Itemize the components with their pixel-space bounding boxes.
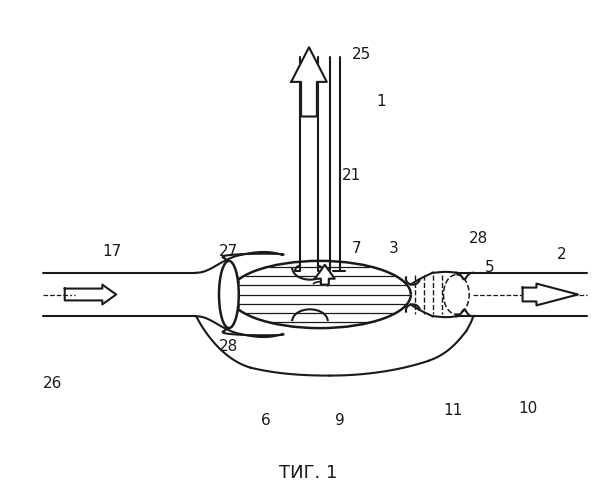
Text: 9: 9 — [334, 412, 344, 428]
Text: 26: 26 — [43, 376, 63, 391]
Text: 27: 27 — [219, 244, 238, 260]
Polygon shape — [315, 265, 334, 284]
Text: ΤИГ. 1: ΤИГ. 1 — [279, 464, 337, 481]
Text: 11: 11 — [444, 402, 463, 417]
Text: 21: 21 — [342, 168, 361, 184]
Text: 28: 28 — [219, 340, 238, 354]
Text: 2: 2 — [557, 248, 567, 262]
Text: 6: 6 — [261, 412, 270, 428]
Text: 5: 5 — [485, 260, 495, 276]
Text: 17: 17 — [103, 244, 122, 260]
Text: 7: 7 — [352, 240, 361, 256]
Ellipse shape — [219, 261, 239, 328]
Text: 28: 28 — [468, 230, 488, 246]
Polygon shape — [291, 48, 327, 116]
Text: 10: 10 — [518, 400, 537, 415]
Text: 3: 3 — [389, 240, 399, 256]
Polygon shape — [65, 284, 116, 304]
Text: 1: 1 — [376, 94, 386, 109]
Text: 25: 25 — [352, 46, 371, 62]
Polygon shape — [522, 284, 578, 306]
